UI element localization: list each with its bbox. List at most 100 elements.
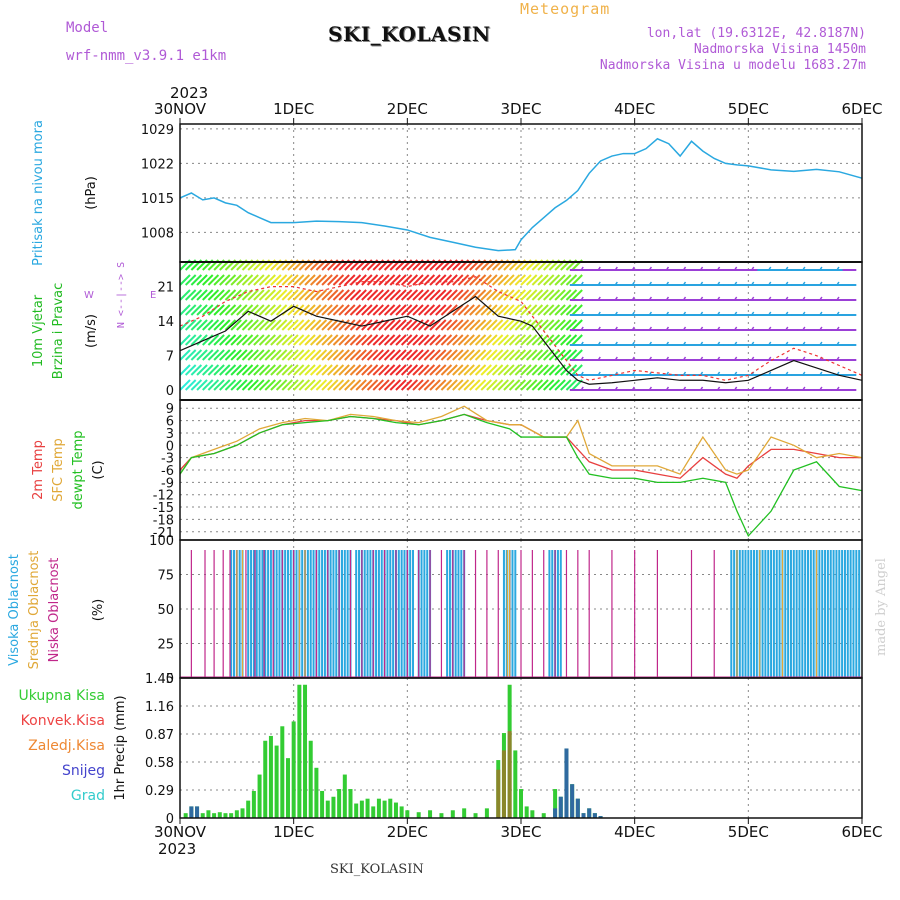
legend-snow: Snijeg xyxy=(62,763,105,779)
wind-barb xyxy=(202,349,214,361)
wind-barb xyxy=(355,289,367,301)
precip-snow-bar xyxy=(581,813,586,818)
wind-barb xyxy=(230,364,242,376)
wind-barb xyxy=(463,319,475,331)
wind-barb xyxy=(224,364,237,376)
wind-barb xyxy=(435,319,447,331)
wind-barb-head xyxy=(819,386,823,391)
wind-barb xyxy=(383,379,396,391)
wind-barb-head xyxy=(836,326,840,331)
wind-barb xyxy=(213,274,225,286)
wind-barb xyxy=(429,319,441,331)
wind-barb-head xyxy=(802,341,806,346)
wind-barb xyxy=(304,319,316,331)
wind-barb-head xyxy=(699,311,704,316)
wind-barb xyxy=(423,274,436,286)
wind-barb xyxy=(327,289,339,301)
wind-barb xyxy=(355,379,367,391)
wind-barb xyxy=(560,304,572,316)
wind-barb xyxy=(548,334,561,346)
wind-barb xyxy=(310,349,322,361)
wind-barb xyxy=(486,274,498,286)
wind-barb-head xyxy=(699,281,704,286)
wind-barb xyxy=(321,364,333,376)
legend-graupel: Grad xyxy=(71,788,105,804)
wind-barb xyxy=(344,364,356,376)
wind-barb xyxy=(366,274,379,286)
wind-barb xyxy=(440,274,453,286)
wind-barb xyxy=(543,379,555,391)
wind-barb xyxy=(179,349,191,361)
wind-barb-head xyxy=(682,341,687,346)
wind-barb xyxy=(298,274,311,286)
wind-barb-head xyxy=(802,266,806,271)
wind-barb xyxy=(184,274,197,286)
wind-barb xyxy=(219,364,231,376)
wind-barb-head xyxy=(631,266,635,271)
pressure-unit: (hPa) xyxy=(84,176,99,210)
wind-barb xyxy=(548,364,561,376)
wind-barb-head xyxy=(597,326,601,331)
temp-tick-label: -21 xyxy=(153,526,174,541)
temp-tick-label: -3 xyxy=(161,452,174,467)
precip-total-bar xyxy=(388,798,393,818)
wind-barb xyxy=(338,334,350,346)
wind-barb xyxy=(486,334,498,346)
wind-barb xyxy=(287,364,299,376)
wind-barb xyxy=(452,334,464,346)
wind-barb-head xyxy=(614,311,618,316)
wind-barb xyxy=(503,304,515,316)
wind-barb xyxy=(406,334,419,346)
wind-barb xyxy=(310,274,322,286)
wind-barb xyxy=(327,319,339,331)
precip-total-bar xyxy=(297,684,302,818)
wind-barb xyxy=(287,304,299,316)
wind-barb xyxy=(202,319,214,331)
wind-barb-head xyxy=(785,326,789,331)
wind-barb xyxy=(196,364,208,376)
wind-barb xyxy=(298,364,311,376)
wind-barb xyxy=(400,379,413,391)
wind-barb xyxy=(196,274,208,286)
year-top: 2023 xyxy=(170,84,209,102)
wind-barb xyxy=(361,304,373,316)
wind-barb xyxy=(224,349,237,361)
precip-total-bar xyxy=(246,800,251,818)
wind-barb-head xyxy=(785,341,789,346)
wind-barb xyxy=(270,349,282,361)
wind-barb xyxy=(253,304,265,316)
wind-barb-head xyxy=(665,326,670,331)
precip-total-bar xyxy=(450,810,455,818)
wind-barb-head xyxy=(768,341,772,346)
wind-barb xyxy=(531,274,544,286)
wind-barb xyxy=(417,379,430,391)
wind-barb xyxy=(338,349,350,361)
wind-barb xyxy=(213,364,225,376)
temp-tick-label: -15 xyxy=(153,501,174,516)
wind-barb-head xyxy=(648,386,653,391)
wind-barb xyxy=(543,289,555,301)
wind-barb xyxy=(236,334,248,346)
wind-barb xyxy=(378,379,390,391)
wind-barb xyxy=(190,289,203,301)
wind-barb xyxy=(537,364,549,376)
wind-barb xyxy=(190,349,203,361)
wind-barb xyxy=(241,289,254,301)
wind-tick-label: 0 xyxy=(166,384,174,399)
wind-barb xyxy=(219,304,231,316)
precip-total-bar xyxy=(291,721,296,818)
wind-barb-head xyxy=(734,386,738,391)
wind-barb xyxy=(332,274,345,286)
wind-barb xyxy=(497,349,509,361)
wind-barb xyxy=(383,364,396,376)
wind-barb xyxy=(463,379,475,391)
wind-barb xyxy=(190,334,203,346)
wind-barb xyxy=(292,319,305,331)
wind-barb xyxy=(395,349,407,361)
wind-barb xyxy=(480,364,492,376)
wind-barb xyxy=(241,319,254,331)
wind-barb xyxy=(349,379,362,391)
wind-barb xyxy=(258,364,271,376)
top-date-tick: 30NOV xyxy=(154,100,207,118)
